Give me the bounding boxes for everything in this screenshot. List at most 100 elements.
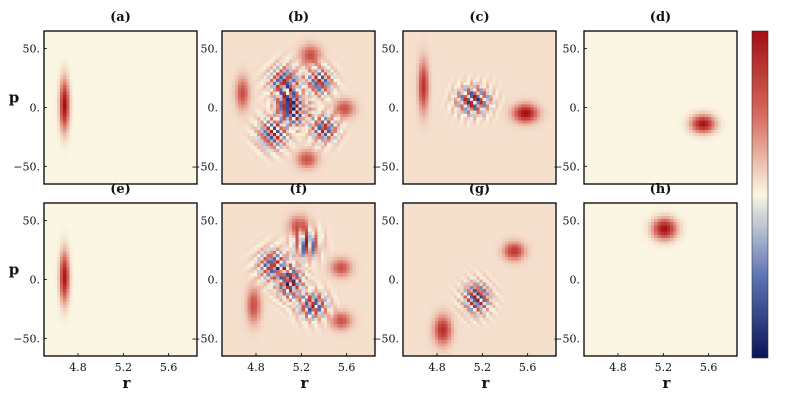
heatmap-cell bbox=[146, 40, 150, 45]
heatmap-cell bbox=[59, 107, 64, 112]
heatmap-cell bbox=[339, 43, 344, 48]
heatmap-cell bbox=[406, 85, 410, 89]
heatmap-cell bbox=[308, 59, 312, 64]
heatmap-cell bbox=[139, 171, 144, 175]
heatmap-cell bbox=[422, 66, 426, 70]
heatmap-cell bbox=[327, 104, 331, 108]
heatmap-cell bbox=[187, 31, 192, 35]
heatmap-cell bbox=[415, 129, 420, 134]
heatmap-cell bbox=[304, 158, 309, 163]
heatmap-cell bbox=[225, 50, 229, 54]
heatmap-cell bbox=[409, 56, 413, 61]
heatmap-cell bbox=[136, 59, 141, 64]
heatmap-cell bbox=[171, 43, 176, 48]
heatmap-cell bbox=[91, 158, 96, 163]
heatmap-cell bbox=[311, 158, 315, 163]
heatmap-cell bbox=[187, 136, 192, 140]
heatmap-cell bbox=[133, 62, 137, 67]
heatmap-cell bbox=[69, 75, 74, 80]
heatmap-cell bbox=[139, 152, 144, 156]
heatmap-cell bbox=[418, 88, 423, 92]
heatmap-cell bbox=[225, 155, 229, 159]
heatmap-cell bbox=[409, 59, 413, 64]
heatmap-cell bbox=[123, 158, 128, 163]
heatmap-cell bbox=[136, 66, 141, 70]
heatmap-cell bbox=[412, 56, 417, 61]
heatmap-cell bbox=[253, 164, 258, 169]
heatmap-cell bbox=[66, 62, 70, 67]
heatmap-cell bbox=[174, 85, 179, 89]
heatmap-cell bbox=[298, 91, 303, 96]
heatmap-cell bbox=[304, 31, 309, 35]
heatmap-cell bbox=[177, 133, 182, 137]
heatmap-cell bbox=[126, 78, 131, 83]
heatmap-cell bbox=[355, 158, 360, 163]
heatmap-cell bbox=[352, 78, 357, 83]
heatmap-cell bbox=[362, 136, 366, 140]
heatmap-cell bbox=[146, 53, 150, 57]
heatmap-cell bbox=[98, 126, 102, 131]
heatmap-cell bbox=[110, 59, 115, 64]
heatmap-cell bbox=[155, 40, 160, 45]
heatmap-cell bbox=[355, 56, 360, 61]
heatmap-cell bbox=[371, 180, 376, 185]
heatmap-cell bbox=[403, 107, 407, 112]
heatmap-cell bbox=[365, 82, 370, 86]
heatmap-cell bbox=[253, 171, 258, 175]
heatmap-cell bbox=[152, 66, 156, 70]
heatmap-cell bbox=[285, 164, 290, 169]
heatmap-cell bbox=[311, 161, 315, 166]
heatmap-cell bbox=[149, 66, 153, 70]
heatmap-cell bbox=[257, 59, 261, 64]
heatmap-cell bbox=[47, 53, 51, 57]
heatmap-cell bbox=[247, 177, 252, 182]
heatmap-cell bbox=[346, 152, 350, 156]
heatmap-cell bbox=[72, 171, 77, 175]
heatmap-cell bbox=[139, 136, 144, 140]
heatmap-cell bbox=[168, 62, 172, 67]
heatmap-cell bbox=[295, 120, 299, 124]
heatmap-cell bbox=[279, 91, 283, 96]
heatmap-cell bbox=[225, 37, 229, 41]
heatmap-cell bbox=[422, 158, 426, 163]
heatmap-cell bbox=[133, 94, 137, 99]
heatmap-cell bbox=[72, 56, 77, 61]
heatmap-cell bbox=[171, 145, 176, 150]
heatmap-cell bbox=[406, 177, 410, 182]
heatmap-cell bbox=[171, 104, 176, 108]
heatmap-cell bbox=[273, 43, 277, 48]
heatmap-cell bbox=[101, 97, 105, 102]
heatmap-cell bbox=[193, 180, 198, 185]
heatmap-cell bbox=[47, 113, 51, 118]
heatmap-cell bbox=[288, 164, 293, 169]
heatmap-cell bbox=[320, 101, 325, 105]
heatmap-cell bbox=[85, 145, 90, 150]
heatmap-cell bbox=[333, 139, 338, 143]
heatmap-cell bbox=[244, 164, 248, 169]
heatmap-cell bbox=[187, 66, 192, 70]
heatmap-cell bbox=[327, 31, 331, 35]
heatmap-cell bbox=[88, 104, 93, 108]
heatmap-cell bbox=[362, 168, 366, 172]
heatmap-cell bbox=[288, 69, 293, 73]
heatmap-cell bbox=[120, 120, 125, 124]
heatmap-cell bbox=[409, 110, 413, 115]
heatmap-cell bbox=[330, 82, 334, 86]
heatmap-cell bbox=[409, 113, 413, 118]
heatmap-cell bbox=[50, 142, 54, 147]
heatmap-cell bbox=[98, 59, 102, 64]
heatmap-cell bbox=[308, 177, 312, 182]
heatmap-cell bbox=[409, 129, 413, 134]
heatmap-cell bbox=[352, 110, 357, 115]
heatmap-cell bbox=[98, 104, 102, 108]
heatmap-cell bbox=[142, 34, 147, 38]
heatmap-cell bbox=[136, 91, 141, 96]
heatmap-cell bbox=[142, 94, 147, 99]
heatmap-cell bbox=[371, 31, 376, 35]
heatmap-cell bbox=[339, 72, 344, 77]
panel-c bbox=[402, 30, 557, 185]
heatmap-cell bbox=[225, 148, 229, 153]
heatmap-cell bbox=[343, 164, 347, 169]
heatmap-cell bbox=[72, 177, 77, 182]
heatmap-cell bbox=[320, 161, 325, 166]
